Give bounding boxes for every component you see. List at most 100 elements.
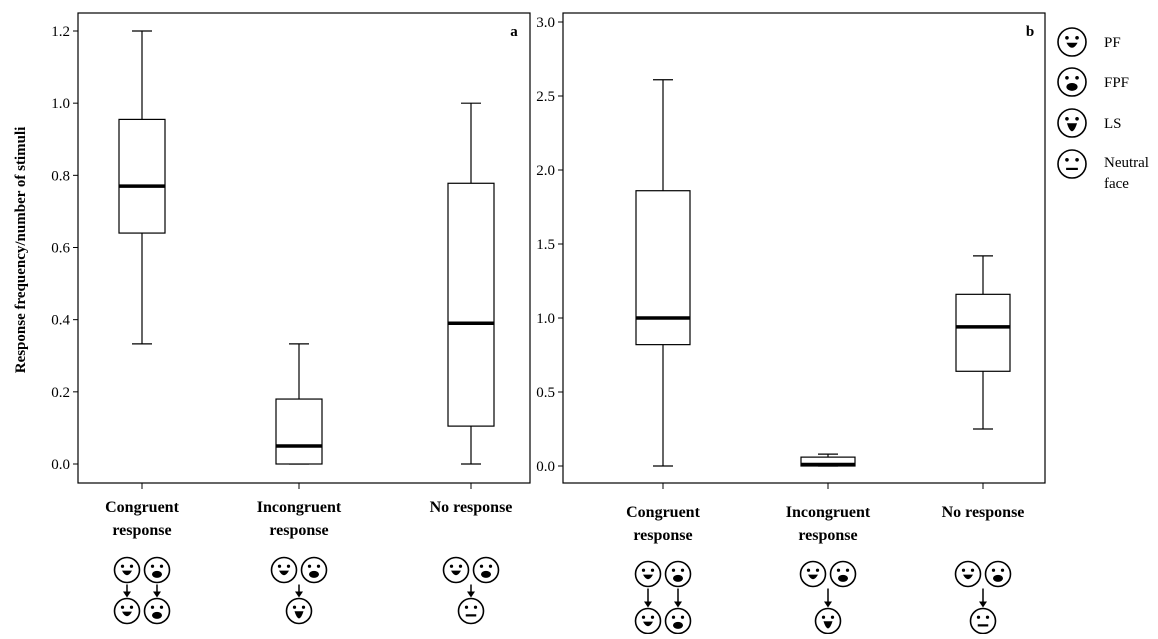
face-eye (129, 564, 134, 568)
face-mouth (643, 621, 653, 627)
box-iqr (275, 398, 323, 465)
face-eye (1075, 35, 1079, 40)
face-eye (671, 568, 676, 572)
fpf-face-icon (143, 597, 171, 625)
face-eye (641, 615, 646, 619)
face-eye (301, 605, 306, 609)
face-eye (806, 568, 811, 572)
face-eye (1075, 75, 1079, 80)
fpf-face-icon (1057, 67, 1087, 97)
face-eye (1075, 157, 1079, 162)
box-iqr (955, 293, 1011, 372)
legend-label: Neutral (1104, 155, 1149, 171)
face-eye (680, 568, 685, 572)
face-eye (976, 615, 981, 619)
face-outline (1057, 149, 1087, 179)
legend-item: LS (1057, 108, 1122, 138)
face-eye (292, 605, 297, 609)
fpf-face-icon (984, 560, 1012, 588)
panel-b: 0.0 0.5 1.0 1.5 2.0 2.5 3.0 b Congruent response I… (536, 12, 1046, 635)
face-eye (815, 568, 820, 572)
x-tick-label: response (798, 527, 857, 544)
neutral-face-icon (457, 597, 485, 625)
x-tick-label: Incongruent (786, 504, 871, 521)
face-mouth (294, 611, 304, 619)
face-mouth (673, 574, 683, 582)
face-eye (120, 564, 125, 568)
y-tick-label: 0.4 (51, 313, 70, 329)
face-eye (479, 564, 484, 568)
face-outline (634, 560, 662, 588)
y-axis-label: Response frequency/number of stimuli (13, 127, 29, 374)
face-mouth (122, 570, 132, 576)
x-tick-label: response (633, 527, 692, 544)
face-eye (1065, 35, 1069, 40)
legend-item: PF (1057, 27, 1121, 57)
pf-face-icon (634, 607, 662, 635)
face-outline (984, 560, 1012, 588)
box-0 (118, 30, 166, 345)
face-outline (814, 607, 842, 635)
arrow-head (644, 601, 652, 608)
face-mouth (152, 611, 162, 619)
face-outline (285, 597, 313, 625)
face-eye (680, 615, 685, 619)
face-eye (286, 564, 291, 568)
arrow-head (979, 601, 987, 608)
box-1 (800, 453, 856, 467)
pf-face-icon (954, 560, 982, 588)
face-eye (277, 564, 282, 568)
arrow-down-icon (674, 588, 682, 608)
x-tick-label: Congruent (105, 499, 179, 516)
arrow-head (824, 601, 832, 608)
y-tick-label: 2.5 (536, 89, 555, 105)
face-eye (650, 568, 655, 572)
box-iqr (635, 190, 691, 346)
face-outline (954, 560, 982, 588)
box-iqr (118, 118, 166, 234)
face-eye (1065, 116, 1069, 121)
y-tick-label: 0.6 (51, 241, 70, 257)
fpf-face-icon (829, 560, 857, 588)
ls-face-icon (1057, 108, 1087, 138)
legend-label: face (1104, 176, 1129, 192)
stimulus-diagram (270, 556, 328, 625)
y-tick-label: 0.5 (536, 385, 555, 401)
face-eye (150, 564, 155, 568)
face-eye (159, 564, 164, 568)
neutral-face-icon (1057, 149, 1087, 179)
face-mouth (993, 574, 1003, 582)
legend-label: PF (1104, 35, 1121, 51)
face-outline (270, 556, 298, 584)
pf-face-icon (799, 560, 827, 588)
face-mouth (673, 621, 683, 629)
face-eye (985, 615, 990, 619)
fpf-face-icon (300, 556, 328, 584)
plot-frame (562, 12, 1046, 484)
x-tick-label: Incongruent (257, 499, 342, 516)
face-outline (829, 560, 857, 588)
face-outline (442, 556, 470, 584)
face-eye (120, 605, 125, 609)
arrow-down-icon (467, 584, 475, 598)
pf-face-icon (1057, 27, 1087, 57)
face-eye (458, 564, 463, 568)
arrow-down-icon (123, 584, 131, 598)
legend-label: FPF (1104, 75, 1129, 91)
face-mouth (823, 621, 833, 629)
pf-face-icon (270, 556, 298, 584)
panel-label: b (1026, 24, 1034, 40)
face-eye (821, 615, 826, 619)
x-tick-label: No response (430, 499, 513, 516)
face-mouth (481, 570, 491, 578)
x-tick-label: response (112, 522, 171, 539)
stimulus-diagram (634, 560, 692, 635)
arrow-down-icon (295, 584, 303, 598)
fpf-face-icon (664, 560, 692, 588)
face-mouth (1066, 123, 1078, 132)
face-mouth (1066, 42, 1078, 48)
arrow-head (674, 601, 682, 608)
face-eye (641, 568, 646, 572)
face-mouth (838, 574, 848, 582)
